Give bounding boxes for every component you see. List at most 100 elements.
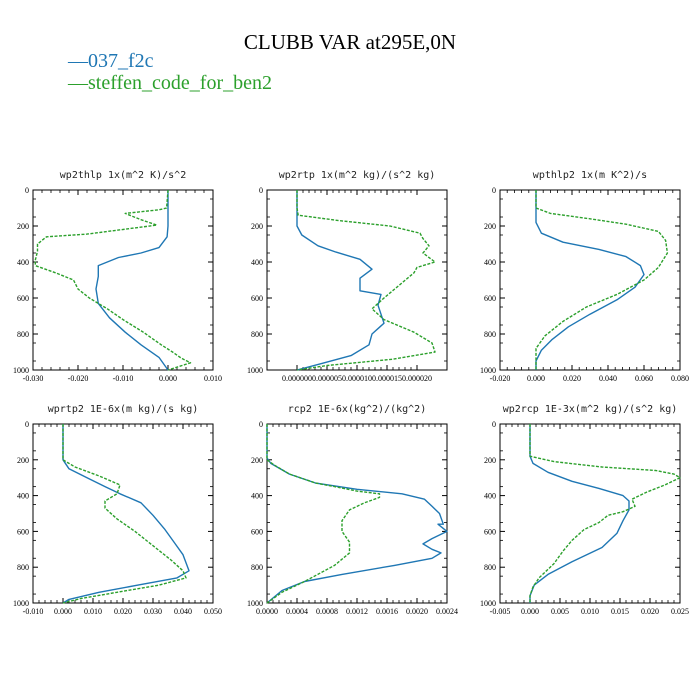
- y-tick-label: 600: [17, 527, 29, 536]
- x-tick-label: -0.030: [23, 374, 44, 383]
- plot-frame: [266, 189, 448, 371]
- y-tick-label: 200: [484, 456, 496, 465]
- x-tick-label: 0.015: [611, 607, 629, 616]
- y-tick-label: 800: [17, 563, 29, 572]
- y-tick-label: 400: [17, 258, 29, 267]
- series-line-1: [296, 190, 385, 371]
- panel-title: wprtp2 1E-6x(m kg)/(s kg): [48, 404, 199, 415]
- x-tick-label: 0.025: [671, 607, 689, 616]
- y-tick-label: 600: [17, 294, 29, 303]
- panel-title: wp2thlp 1x(m^2 K)/s^2: [60, 170, 186, 181]
- x-tick-label: 0.080: [671, 374, 689, 383]
- series-line-2: [266, 424, 381, 604]
- panel-title: rcp2 1E-6x(kg^2)/(kg^2): [288, 404, 426, 415]
- x-tick-label: -0.020: [68, 374, 89, 383]
- chart-panel-1: wp2thlp 1x(m^2 K)/s^202004006008001000-0…: [13, 170, 222, 383]
- x-tick-label: -0.010: [23, 607, 44, 616]
- chart-panel-6: wp2rcp 1E-3x(m^2 kg)/(s^2 kg) 0 200 400 600 8…: [480, 404, 689, 616]
- series-line-1: [529, 424, 630, 603]
- x-tick-label: 0.0024: [436, 607, 458, 616]
- x-tick-label: 0.0016: [376, 607, 398, 616]
- x-tick-label: 0.000: [527, 374, 545, 383]
- x-tick-label: 0.000000: [282, 374, 312, 383]
- x-tick-label: 0.000: [521, 607, 539, 616]
- y-tick-label: 200: [251, 456, 263, 465]
- y-tick-label: 200: [484, 222, 496, 231]
- series-line-2: [62, 424, 187, 604]
- y-tick-label: 600: [251, 294, 263, 303]
- y-tick-label: 400: [17, 492, 29, 501]
- y-tick-label: 800: [251, 330, 263, 339]
- y-tick-label: 600: [484, 527, 496, 536]
- x-tick-label: -0.005: [490, 607, 511, 616]
- y-tick-label: 0: [492, 186, 496, 195]
- y-tick-label: 1000: [13, 366, 29, 375]
- chart-panel-5: rcp2 1E-6x(kg^2)/(kg^2) 0 200 400 600 800 1000…: [247, 404, 458, 616]
- legend-dash-icon: —: [68, 50, 88, 72]
- x-tick-label: 0.0012: [346, 607, 368, 616]
- x-tick-label: 0.0008: [316, 607, 338, 616]
- y-tick-label: 1000: [247, 599, 263, 608]
- legend-entry-1: —037_f2c: [68, 50, 154, 72]
- x-tick-label: 0.000: [54, 607, 72, 616]
- y-tick-label: 1000: [480, 599, 496, 608]
- y-tick-label: 0: [259, 420, 263, 429]
- y-tick-label: 1000: [247, 366, 263, 375]
- y-tick-label: 200: [251, 222, 263, 231]
- x-tick-label: 0.0004: [286, 607, 308, 616]
- series-line-1: [62, 424, 190, 604]
- x-tick-label: 0.0000: [256, 607, 278, 616]
- panel-title: wpthlp2 1x(m K^2)/s: [533, 170, 647, 181]
- x-tick-label: 0.000005: [312, 374, 342, 383]
- x-tick-label: 0.020: [641, 607, 659, 616]
- y-tick-label: 800: [484, 563, 496, 572]
- y-tick-label: 200: [17, 456, 29, 465]
- y-tick-label: 0: [492, 420, 496, 429]
- y-tick-label: 800: [484, 330, 496, 339]
- legend-dash-icon: —: [68, 72, 88, 94]
- y-tick-label: 0: [25, 420, 29, 429]
- x-tick-label: -0.020: [490, 374, 511, 383]
- x-tick-label: 0.010: [204, 374, 222, 383]
- legend-entry-2: —steffen_code_for_ben2: [68, 72, 272, 94]
- x-tick-label: 0.000: [159, 374, 177, 383]
- legend-label-1: 037_f2c: [88, 50, 154, 72]
- chart-panel-2: wp2rtp 1x(m^2 kg)/(s^2 kg) 0 200 400 600 800 1…: [247, 170, 448, 383]
- y-tick-label: 800: [17, 330, 29, 339]
- series-line-2: [34, 189, 192, 371]
- y-tick-label: 0: [259, 186, 263, 195]
- series-line-2: [296, 190, 436, 371]
- x-tick-label: 0.020: [114, 607, 132, 616]
- y-tick-label: 600: [484, 294, 496, 303]
- x-tick-label: 0.060: [635, 374, 653, 383]
- chart-panel-4: wprtp2 1E-6x(m kg)/(s kg) 0 200 400 600 800 10…: [13, 404, 222, 616]
- plot-frame: [32, 189, 214, 371]
- x-tick-label: 0.050: [204, 607, 222, 616]
- x-tick-label: 0.030: [144, 607, 162, 616]
- x-tick-label: 0.000020: [402, 374, 432, 383]
- x-tick-label: 0.040: [174, 607, 192, 616]
- x-tick-label: 0.000010: [342, 374, 372, 383]
- y-tick-label: 200: [17, 222, 29, 231]
- y-tick-label: 400: [484, 258, 496, 267]
- y-tick-label: 800: [251, 563, 263, 572]
- panel-title: wp2rcp 1E-3x(m^2 kg)/(s^2 kg): [503, 404, 678, 415]
- series-line-1: [535, 190, 645, 370]
- y-tick-label: 600: [251, 527, 263, 536]
- series-line-1: [266, 424, 448, 604]
- x-tick-label: -0.010: [113, 374, 134, 383]
- figure-title: CLUBB VAR at295E,0N: [243, 30, 457, 54]
- x-tick-label: 0.010: [84, 607, 102, 616]
- series-line-1: [95, 190, 169, 371]
- x-tick-label: 0.020: [563, 374, 581, 383]
- y-tick-label: 0: [25, 186, 29, 195]
- y-tick-label: 400: [484, 492, 496, 501]
- series-line-2: [535, 190, 669, 370]
- plot-frame: [266, 423, 448, 604]
- x-tick-label: 0.000015: [372, 374, 402, 383]
- y-tick-label: 1000: [480, 366, 496, 375]
- legend-label-2: steffen_code_for_ben2: [88, 72, 273, 94]
- x-tick-label: 0.010: [581, 607, 599, 616]
